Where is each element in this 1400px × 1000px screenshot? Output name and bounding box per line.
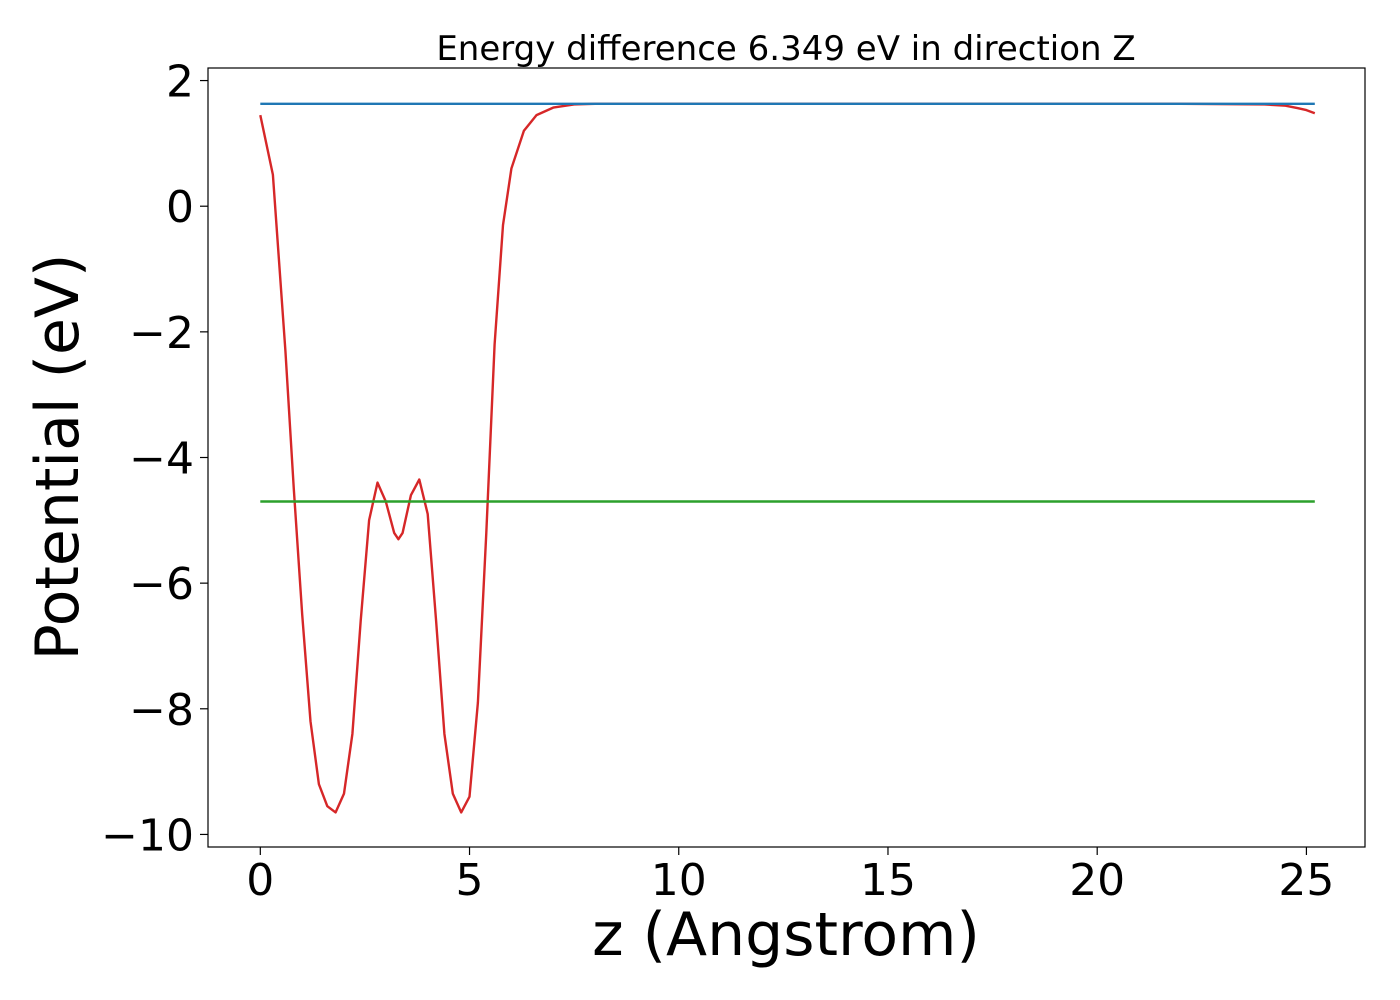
y-tick-label: −4 [129,434,194,485]
y-axis: 2 0 −2 −4 −6 −8 −10 [101,57,208,861]
x-tick-label: 5 [456,855,484,906]
x-axis-label: z (Angstrom) [592,900,980,970]
x-tick-label: 25 [1278,855,1334,906]
y-tick-label: −8 [129,685,194,736]
x-tick-label: 15 [860,855,916,906]
y-tick-label: 2 [166,57,194,108]
plot-area [259,102,1316,814]
y-axis-label: Potential (eV) [23,254,93,661]
y-tick-label: −10 [101,810,194,861]
x-axis: 0 5 10 15 20 25 [246,847,1334,906]
chart-title: Energy difference 6.349 eV in direction … [436,29,1135,69]
x-tick-label: 10 [651,855,707,906]
y-tick-label: 0 [166,182,194,233]
x-tick-label: 0 [246,855,274,906]
y-tick-label: −6 [129,559,194,610]
y-tick-label: −2 [129,308,194,359]
x-tick-label: 20 [1069,855,1125,906]
